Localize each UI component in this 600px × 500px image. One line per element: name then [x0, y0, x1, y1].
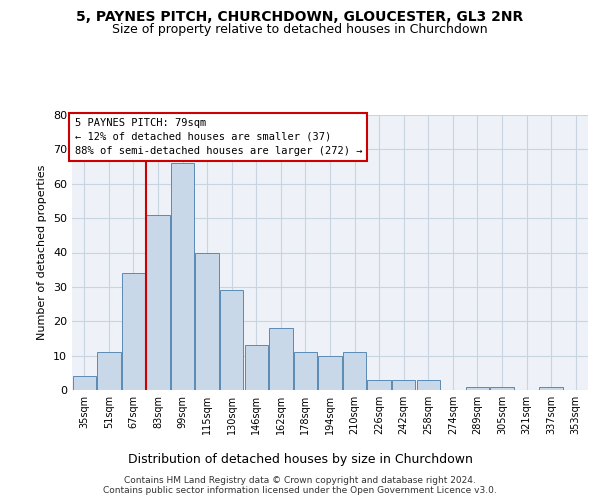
Bar	[73, 376, 96, 390]
Text: Distribution of detached houses by size in Churchdown: Distribution of detached houses by size …	[128, 452, 472, 466]
Bar	[220, 290, 244, 390]
Bar	[294, 352, 317, 390]
Bar	[196, 252, 219, 390]
Bar	[367, 380, 391, 390]
Bar	[416, 380, 440, 390]
Text: Contains HM Land Registry data © Crown copyright and database right 2024.
Contai: Contains HM Land Registry data © Crown c…	[103, 476, 497, 495]
Bar	[392, 380, 415, 390]
Bar	[171, 163, 194, 390]
Bar	[343, 352, 366, 390]
Text: Size of property relative to detached houses in Churchdown: Size of property relative to detached ho…	[112, 22, 488, 36]
Text: 5, PAYNES PITCH, CHURCHDOWN, GLOUCESTER, GL3 2NR: 5, PAYNES PITCH, CHURCHDOWN, GLOUCESTER,…	[76, 10, 524, 24]
Y-axis label: Number of detached properties: Number of detached properties	[37, 165, 47, 340]
Bar	[245, 346, 268, 390]
Bar	[269, 328, 293, 390]
Bar	[146, 214, 170, 390]
Text: 5 PAYNES PITCH: 79sqm
← 12% of detached houses are smaller (37)
88% of semi-deta: 5 PAYNES PITCH: 79sqm ← 12% of detached …	[74, 118, 362, 156]
Bar	[97, 352, 121, 390]
Bar	[466, 386, 489, 390]
Bar	[490, 386, 514, 390]
Bar	[539, 386, 563, 390]
Bar	[122, 273, 145, 390]
Bar	[319, 356, 341, 390]
